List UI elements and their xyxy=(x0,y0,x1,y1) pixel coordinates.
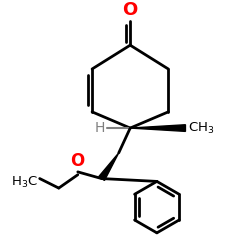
Polygon shape xyxy=(99,153,119,180)
Text: O: O xyxy=(122,2,138,20)
Polygon shape xyxy=(130,125,186,132)
Text: O: O xyxy=(70,152,84,170)
Text: H: H xyxy=(95,121,106,135)
Text: H$_3$C: H$_3$C xyxy=(11,175,38,190)
Text: CH$_3$: CH$_3$ xyxy=(188,120,215,136)
